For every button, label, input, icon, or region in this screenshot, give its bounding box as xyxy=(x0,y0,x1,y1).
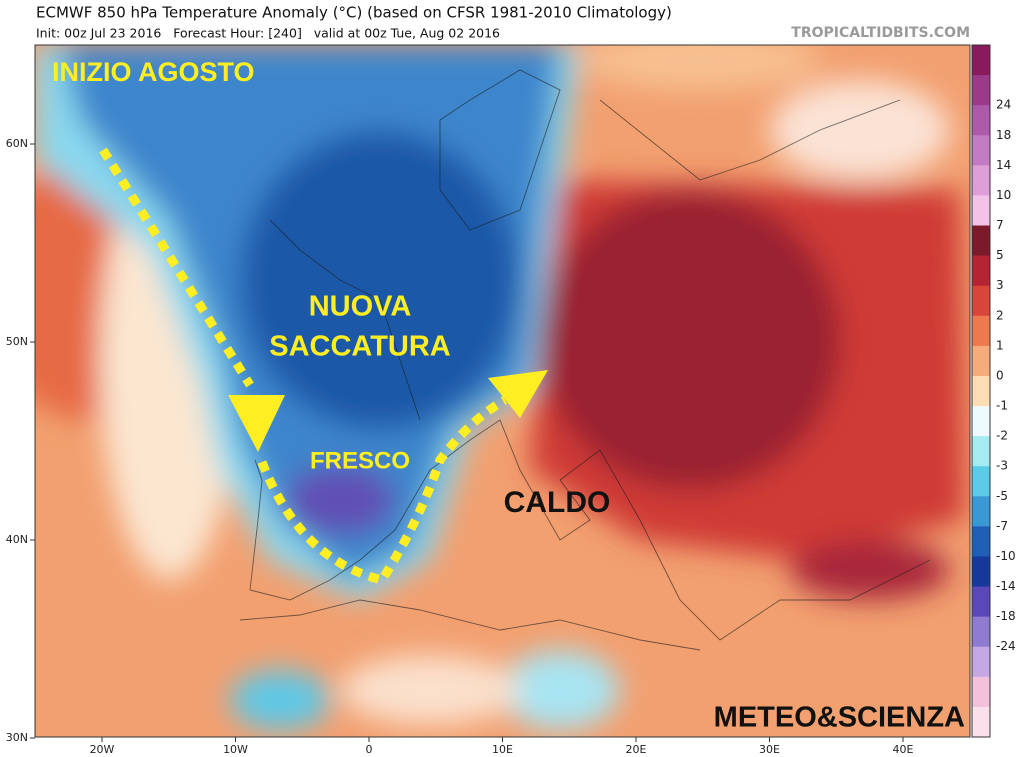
colorbar-label: 5 xyxy=(996,248,1004,262)
annotation: CALDO xyxy=(504,486,611,519)
colorbar-swatch xyxy=(972,45,990,76)
colorbar-label: -14 xyxy=(996,579,1016,593)
colorbar-swatch xyxy=(972,285,990,317)
colorbar-label: 18 xyxy=(996,128,1011,142)
colorbar-swatch xyxy=(972,706,990,738)
colorbar-swatch xyxy=(972,165,990,196)
colorbar-label: -24 xyxy=(996,639,1016,653)
colorbar-label: -18 xyxy=(996,609,1016,623)
lat-label: 40N xyxy=(6,533,28,546)
arrow-south xyxy=(257,396,508,586)
colorbar-label: -10 xyxy=(996,549,1016,563)
colorbar-frame xyxy=(971,44,991,738)
colorbar-label: -5 xyxy=(996,489,1008,503)
colorbar-swatch xyxy=(972,75,990,106)
colorbar-swatch xyxy=(972,436,990,467)
colorbar-swatch xyxy=(972,616,990,648)
colorbar-label: 24 xyxy=(996,98,1011,112)
colorbar-swatch xyxy=(972,225,990,257)
lon-label: 0 xyxy=(366,743,373,756)
colorbar-swatch xyxy=(972,496,990,527)
colorbar-label: 2 xyxy=(996,308,1004,322)
colorbar-swatch xyxy=(972,406,990,437)
arrows xyxy=(99,147,508,586)
colorbar-label: 7 xyxy=(996,218,1004,232)
colorbar-label: 1 xyxy=(996,338,1004,352)
annotation: NUOVA xyxy=(309,291,412,323)
colorbar-swatch xyxy=(972,345,990,377)
colorbar-label: -1 xyxy=(996,399,1008,413)
colorbar-swatch xyxy=(972,676,990,708)
colorbar-swatch xyxy=(972,526,990,557)
colorbar-swatch xyxy=(972,255,990,287)
signature: METEO&SCIENZA xyxy=(714,702,965,734)
colorbar-swatch xyxy=(972,556,990,588)
lon-label: 40E xyxy=(893,743,914,756)
colorbar-swatch xyxy=(972,195,990,227)
colorbar-label: 14 xyxy=(996,158,1011,172)
colorbar-swatch xyxy=(972,466,990,497)
lon-label: 10W xyxy=(223,743,248,756)
annotation: INIZIO AGOSTO xyxy=(52,57,255,87)
colorbar-swatch xyxy=(972,375,990,407)
colorbar-label: 3 xyxy=(996,278,1004,292)
colorbar-swatch xyxy=(972,105,990,136)
colorbar-label: -3 xyxy=(996,459,1008,473)
colorbar-swatch xyxy=(972,646,990,678)
map-field xyxy=(35,45,970,737)
colorbar-swatch xyxy=(972,586,990,618)
colorbar-label: 10 xyxy=(996,188,1011,202)
lat-label: 50N xyxy=(6,335,28,348)
annotation: SACCATURA xyxy=(269,331,451,363)
title: ECMWF 850 hPa Temperature Anomaly (°C) (… xyxy=(36,4,672,22)
lon-label: 10E xyxy=(492,743,513,756)
arrow-head xyxy=(228,395,285,452)
lat-label: 60N xyxy=(6,137,28,150)
lat-label: 30N xyxy=(6,731,28,744)
colorbar-swatch xyxy=(972,315,990,347)
colorbar-label: 0 xyxy=(996,368,1004,382)
axes: 60N 50N 40N 30N 20W 10W 0 10E 20E 30E 40E xyxy=(6,137,914,756)
lon-label: 20E xyxy=(626,743,647,756)
subtitle: Init: 00z Jul 23 2016 Forecast Hour: [24… xyxy=(36,26,500,41)
colorbar-label: -7 xyxy=(996,519,1008,533)
arrow-head xyxy=(488,370,548,418)
annotation: FRESCO xyxy=(310,447,410,474)
colorbar-label: -2 xyxy=(996,429,1008,443)
source: TROPICALTIDBITS.COM xyxy=(791,25,970,41)
colorbar-swatch xyxy=(972,135,990,166)
lon-label: 20W xyxy=(90,743,115,756)
lon-label: 30E xyxy=(759,743,780,756)
